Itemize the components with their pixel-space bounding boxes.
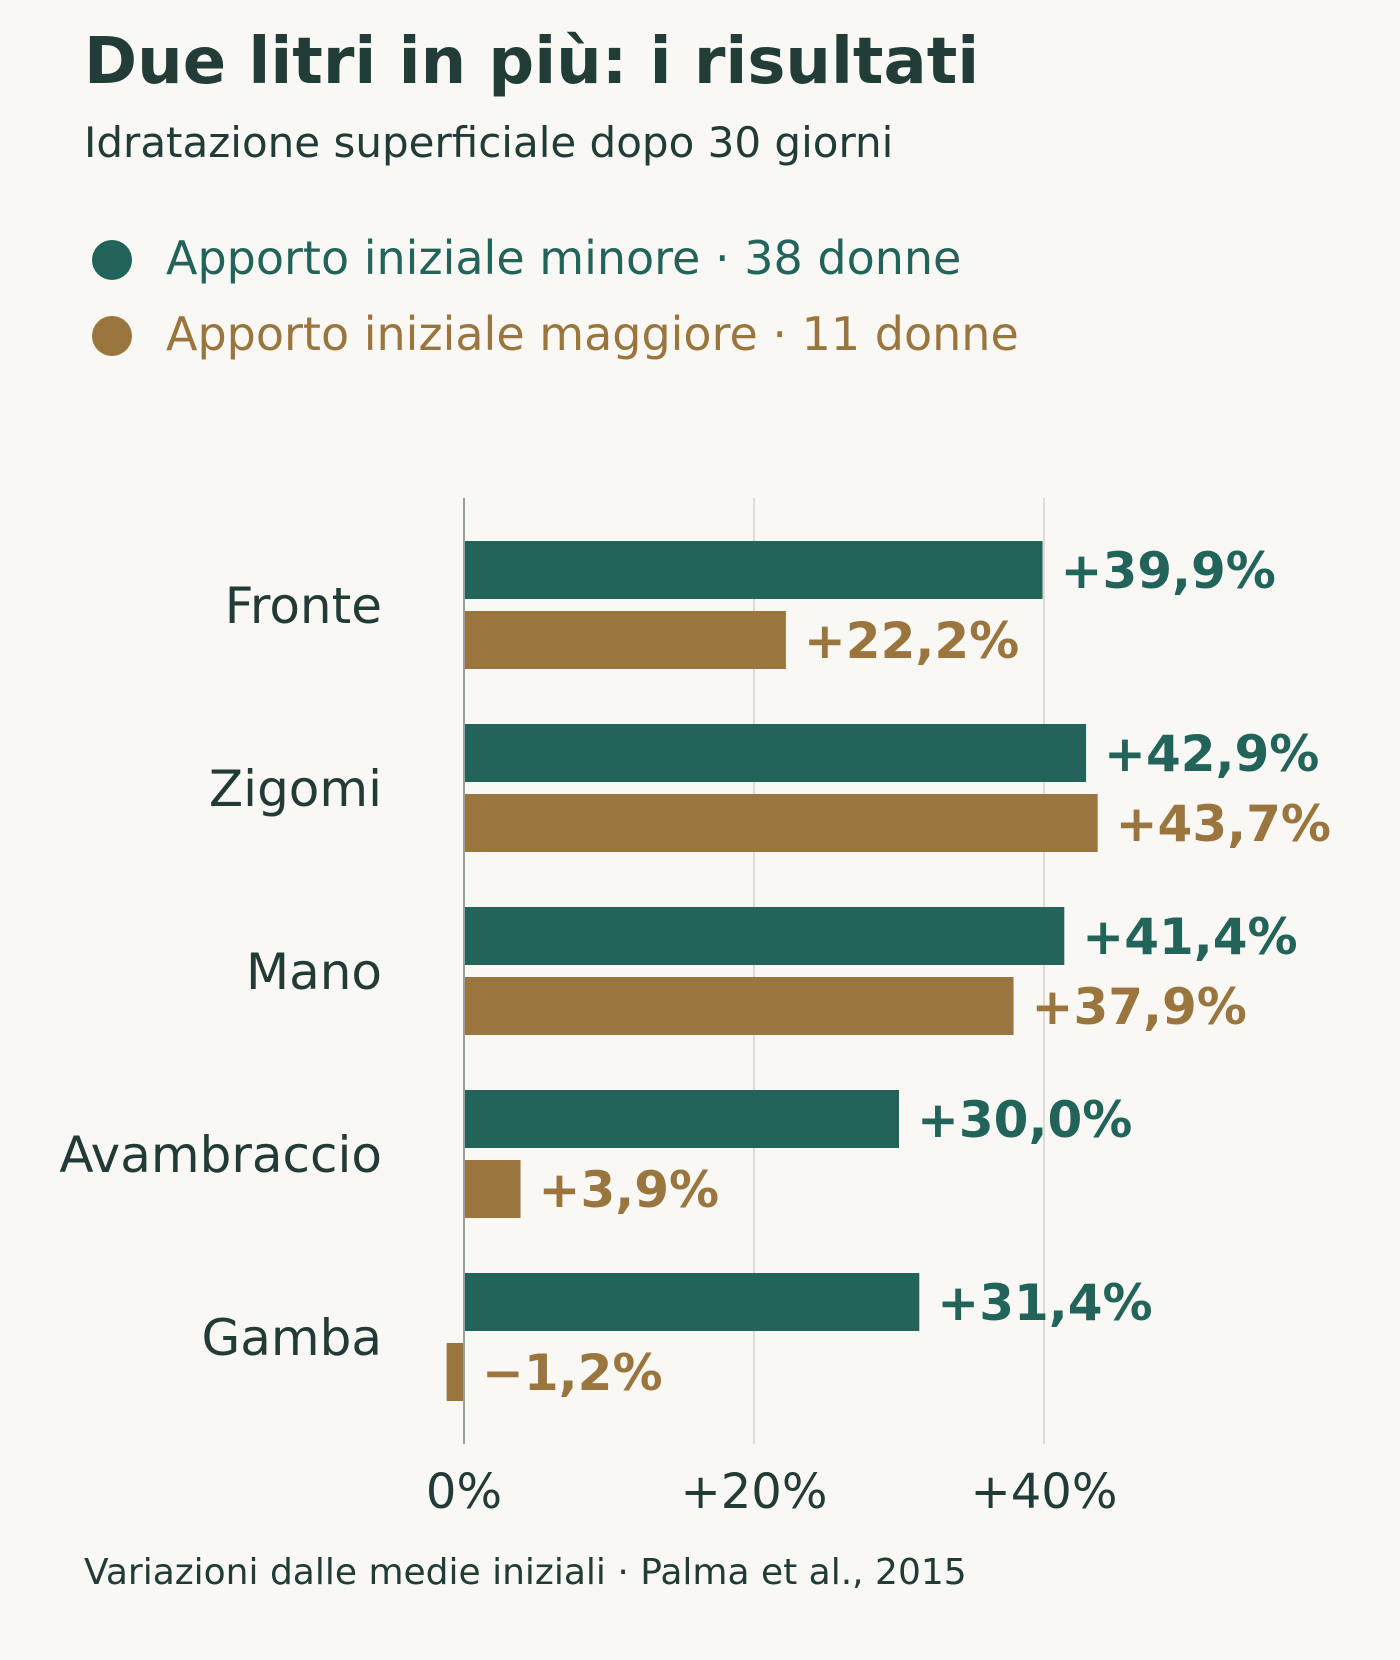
legend-marker-maggiore [92,316,132,356]
chart-title: Due litri in più: i risultati [84,25,979,99]
category-label-mano: Mano [246,943,382,1001]
x-tick-label-40: +40% [971,1464,1118,1520]
data-label-fronte-minore: +39,9% [1061,542,1276,600]
data-label-mano-minore: +41,4% [1082,908,1297,966]
x-tick-label-0: 0% [426,1464,502,1520]
category-label-gamba: Gamba [202,1309,382,1367]
x-tick-label-20: +20% [681,1464,828,1520]
data-label-mano-maggiore: +37,9% [1032,978,1247,1036]
bar-zigomi-minore [464,724,1087,782]
category-label-fronte: Fronte [225,577,382,635]
data-label-fronte-maggiore: +22,2% [804,612,1019,670]
legend-label-maggiore: Apporto iniziale maggiore · 11 donne [166,307,1019,361]
x-axis-ticks: 0% +20% +40% [426,1464,1118,1520]
chart-subtitle: Idratazione superficiale dopo 30 giorni [84,118,893,167]
bar-avambraccio-minore [464,1090,899,1148]
legend: Apporto iniziale minore · 38 donne Appor… [92,231,1019,361]
bar-fronte-maggiore [464,611,786,669]
data-label-gamba-maggiore: −1,2% [482,1344,663,1402]
category-labels: Fronte Zigomi Mano Avambraccio Gamba [59,577,382,1367]
data-label-zigomi-maggiore: +43,7% [1116,795,1331,853]
bars [446,541,1098,1401]
bar-gamba-maggiore [446,1343,464,1401]
category-label-avambraccio: Avambraccio [59,1126,382,1184]
bar-fronte-minore [464,541,1043,599]
data-label-avambraccio-maggiore: +3,9% [539,1161,720,1219]
bar-gamba-minore [464,1273,920,1331]
bar-zigomi-maggiore [464,794,1098,852]
legend-label-minore: Apporto iniziale minore · 38 donne [166,231,961,285]
bar-mano-maggiore [464,977,1014,1035]
bar-mano-minore [464,907,1065,965]
category-label-zigomi: Zigomi [209,760,382,818]
bar-avambraccio-maggiore [464,1160,521,1218]
legend-marker-minore [92,240,132,280]
footnote: Variazioni dalle medie iniziali · Palma … [84,1552,967,1593]
data-labels: +39,9% +22,2% +42,9% +43,7% +41,4% +37,9% +30,… [482,542,1331,1402]
data-label-gamba-minore: +31,4% [937,1274,1152,1332]
data-label-zigomi-minore: +42,9% [1104,725,1319,783]
data-label-avambraccio-minore: +30,0% [917,1091,1132,1149]
